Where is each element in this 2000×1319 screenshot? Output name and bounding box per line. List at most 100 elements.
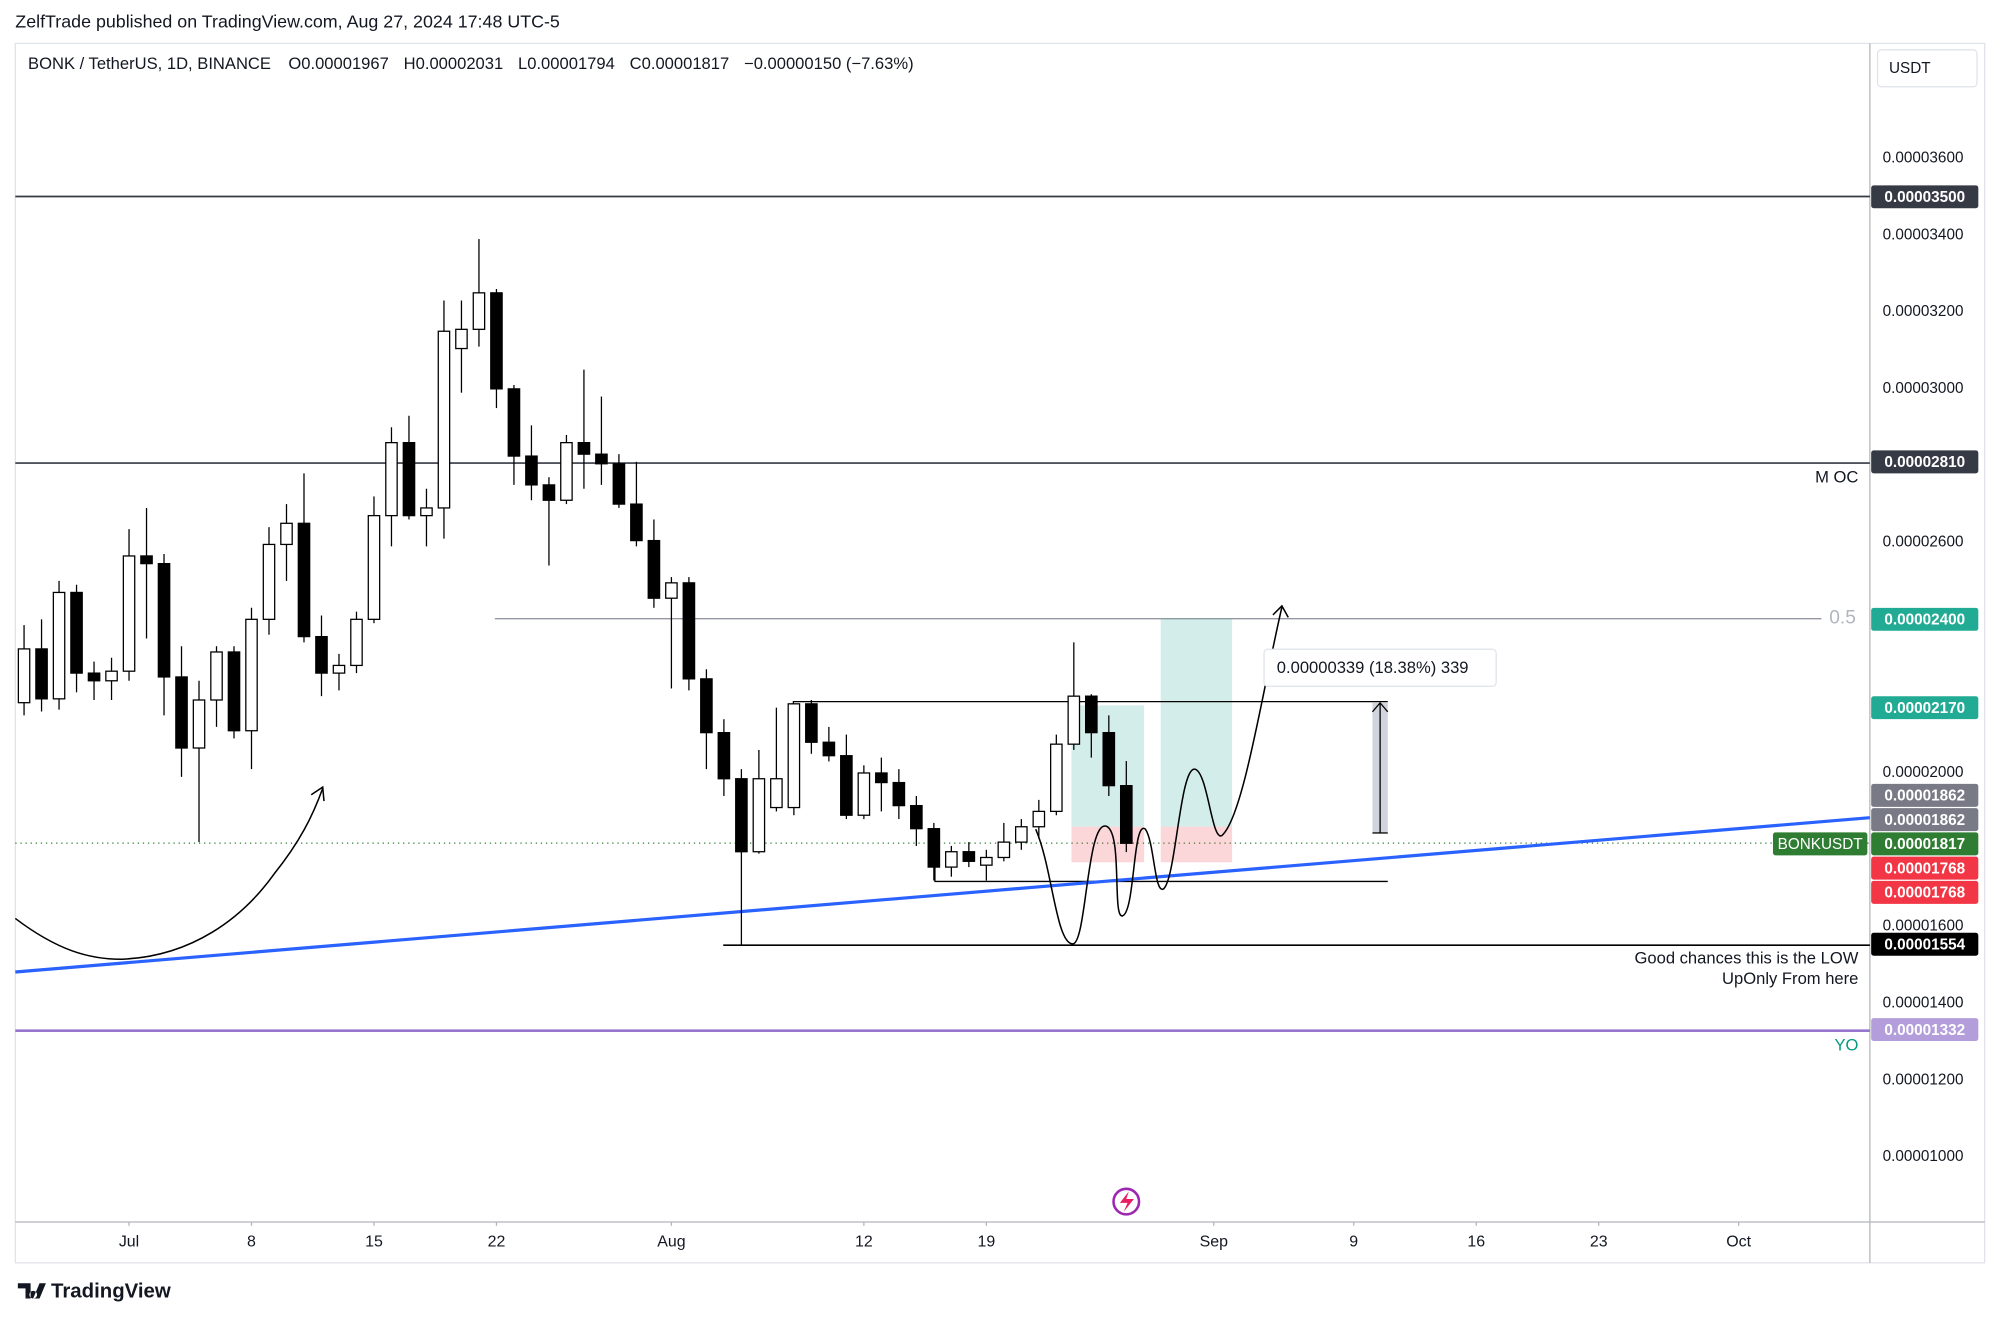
candle-body (350, 618, 363, 667)
symbol-label: BONKUSDT (1778, 836, 1863, 853)
candle-body (752, 778, 766, 853)
candle-body (927, 828, 941, 868)
candle-body (70, 591, 83, 674)
price-label-box (1871, 880, 1979, 904)
price-label: 0.00001768 (1884, 860, 1965, 877)
yo-label: YO (1834, 1035, 1858, 1054)
x-tick-label: Sep (1200, 1234, 1228, 1251)
y-tick-label: 0.00001000 (1883, 1148, 1964, 1165)
y-tick-label: 0.00003000 (1883, 380, 1964, 397)
x-tick-label: Jul (119, 1234, 139, 1251)
candle-body (1084, 695, 1098, 734)
price-label: 0.00003500 (1884, 189, 1965, 206)
trendline (15, 816, 1871, 974)
projection-curve (1035, 607, 1283, 945)
ohlc: C0.00001817 (630, 54, 730, 73)
brand: TradingView (51, 1281, 171, 1303)
candle-body (665, 582, 678, 599)
x-tick-label: 22 (488, 1234, 506, 1251)
price-label: 0.00001554 (1884, 937, 1965, 954)
currency[interactable]: USDT (1889, 60, 1931, 77)
moc-label: M OC (1815, 468, 1858, 487)
candle-body (245, 618, 258, 732)
candle-body (525, 455, 538, 486)
candles (17, 239, 1133, 946)
y-tick-label: 0.00002000 (1883, 764, 1964, 781)
candle-body (910, 804, 923, 830)
measure-box (1263, 648, 1497, 687)
candle-body (455, 328, 468, 350)
candle-body (980, 856, 993, 866)
candle-body (892, 781, 906, 807)
candle-body (87, 672, 101, 682)
candle-body (122, 555, 136, 672)
price-label: 0.00002810 (1884, 454, 1965, 471)
logo-icon (17, 1283, 46, 1299)
x-tick-label: Aug (657, 1234, 685, 1251)
publisher: ZelfTrade published on TradingView.com, … (15, 12, 560, 32)
candle-body (437, 330, 451, 509)
price-label-box (1871, 832, 1979, 856)
y-tick-label: 0.00001400 (1883, 994, 1964, 1011)
candle-body (17, 648, 31, 704)
price-label-box (1871, 607, 1979, 631)
measure-label: 0.00000339 (18.38%) 339 (1277, 658, 1469, 677)
candle-body (560, 442, 573, 501)
candle-body (1119, 785, 1133, 844)
candle-body (192, 699, 206, 749)
x-tick-label: 23 (1590, 1234, 1608, 1251)
candle-body (630, 503, 643, 542)
candle-body (682, 582, 696, 680)
candle-body (1050, 743, 1063, 813)
price-label-box (1871, 856, 1979, 880)
stop-zone (1160, 826, 1233, 863)
candle-body (700, 678, 713, 734)
candle-body (490, 292, 503, 390)
candle-body (35, 648, 48, 700)
ohlc: O0.00001967 (288, 54, 388, 73)
candle-body (1102, 732, 1116, 787)
currency-button[interactable] (1876, 49, 1978, 88)
candle-body (787, 703, 801, 809)
frame (14, 42, 1986, 1264)
candle-body (140, 555, 153, 565)
target-zone (1160, 618, 1233, 827)
price-label-box (1871, 450, 1979, 474)
arrow-head (310, 785, 325, 802)
y-tick-label: 0.00001600 (1883, 918, 1964, 935)
candle-body (875, 772, 888, 784)
candle-body (1067, 695, 1081, 745)
candle-body (385, 442, 398, 517)
y-tick-label: 0.00003200 (1883, 303, 1964, 320)
candle-body (507, 388, 521, 457)
symbol-label-box (1772, 832, 1868, 856)
ohlc: L0.00001794 (518, 54, 615, 73)
candle-body (612, 463, 626, 505)
candle-body (542, 484, 556, 501)
change: −0.00000150 (−7.63%) (744, 54, 914, 73)
symbol: BONK / TetherUS, 1D, BINANCE (28, 54, 271, 73)
candle-body (420, 507, 433, 517)
x-tick-label: 15 (365, 1234, 383, 1251)
price-label-box (1871, 808, 1979, 832)
price-label-box (1871, 932, 1979, 956)
note: Good chances this is the LOW (1634, 949, 1858, 968)
candle-body (157, 562, 171, 678)
ohlc: H0.00002031 (404, 54, 504, 73)
price-label: 0.00002170 (1884, 700, 1965, 717)
candle-body (105, 670, 118, 682)
candle-body (262, 543, 276, 620)
price-label: 0.00001768 (1884, 885, 1965, 902)
x-tick-label: 16 (1467, 1234, 1485, 1251)
price-label-box (1871, 783, 1979, 807)
stop-zone (1071, 826, 1145, 863)
candle-body (280, 522, 293, 546)
arrow-head (1272, 604, 1289, 618)
candle-body (402, 442, 416, 517)
x-tick-label: 9 (1349, 1234, 1358, 1251)
y-tick-label: 0.00002600 (1883, 534, 1964, 551)
candle-body (332, 664, 346, 674)
price-label: 0.00001862 (1884, 812, 1965, 829)
price-label-box (1871, 185, 1979, 209)
candle-body (840, 755, 853, 816)
